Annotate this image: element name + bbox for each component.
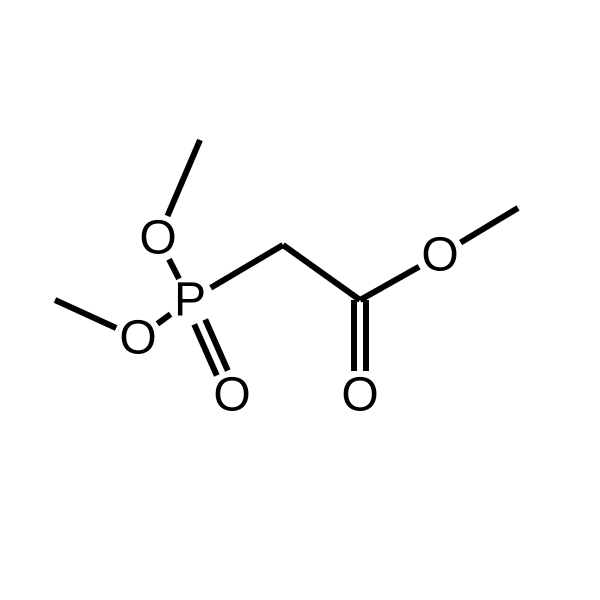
bond-line xyxy=(283,245,360,300)
bond-line xyxy=(157,314,170,324)
chemical-structure-diagram: POOOOO xyxy=(0,0,600,600)
bond-line xyxy=(211,245,283,288)
atom-label-O1: O xyxy=(139,212,176,265)
bond-line xyxy=(55,300,116,328)
atom-label-P: P xyxy=(174,274,206,327)
atom-label-O4: O xyxy=(341,369,378,422)
atom-label-O2: O xyxy=(119,312,156,365)
bond-line xyxy=(360,267,419,300)
bond-line xyxy=(168,140,201,216)
bond-line xyxy=(461,208,518,243)
atom-label-O5: O xyxy=(421,229,458,282)
atom-label-O3: O xyxy=(213,369,250,422)
